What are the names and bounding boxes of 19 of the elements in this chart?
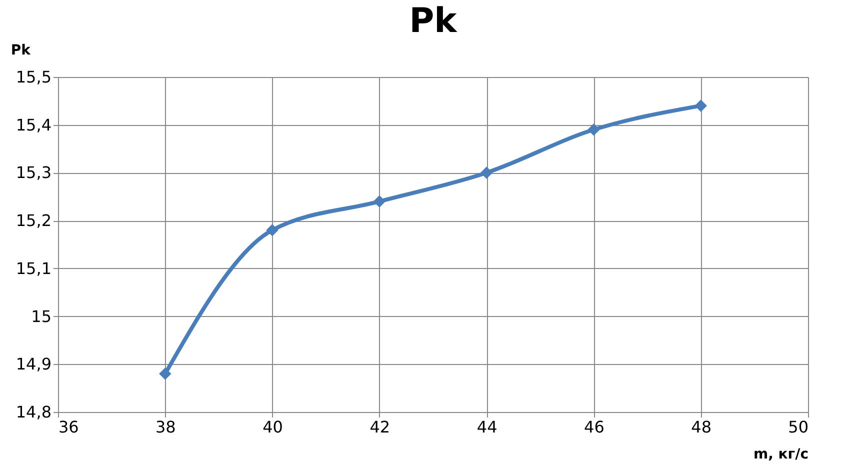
y-tick-label: 15,1	[16, 258, 52, 278]
x-tick-label: 40	[262, 418, 283, 436]
x-tick-label: 42	[370, 418, 390, 436]
y-tick-label: 15,5	[16, 68, 52, 86]
y-tick-label: 14,8	[16, 402, 52, 422]
x-tick-label: 36	[58, 418, 79, 436]
y-tick-label: 15	[31, 306, 52, 326]
x-tick-label: 46	[584, 418, 604, 436]
y-tick-label: 15,2	[16, 211, 52, 230]
y-axis-title: Pk	[10, 42, 32, 58]
x-tick-label: 38	[155, 418, 176, 436]
chart-title: Pk	[409, 1, 458, 41]
y-tick-label: 15,3	[16, 163, 52, 182]
x-tick-label: 48	[691, 418, 712, 436]
y-tick-label: 15,4	[16, 115, 52, 134]
x-tick-label: 44	[476, 418, 498, 436]
x-tick-label: 50	[788, 418, 808, 436]
y-tick-label: 14,9	[16, 354, 52, 374]
x-axis-title: m, кг/с	[753, 446, 808, 462]
